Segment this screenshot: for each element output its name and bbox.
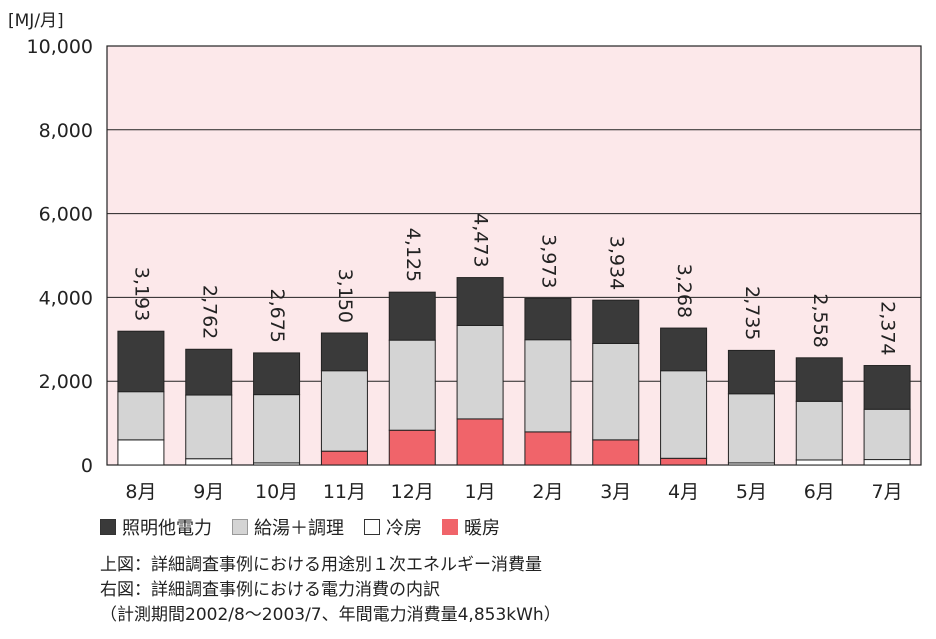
x-tick-label: 3月 (600, 481, 631, 503)
y-tick-label: 8,000 (39, 120, 93, 142)
bar-segment (456, 277, 504, 326)
bar-segment (795, 357, 843, 402)
bar-total-label: 3,193 (130, 267, 152, 321)
legend-swatch-hotwater (232, 519, 248, 535)
bar-total-label: 2,762 (198, 285, 220, 339)
x-tick-label: 2月 (532, 481, 563, 503)
bar-segment (320, 450, 368, 466)
x-tick-label: 1月 (465, 481, 496, 503)
bar-total-label: 2,558 (809, 293, 831, 347)
bar-segment (524, 298, 572, 341)
bar-segment (253, 352, 301, 396)
x-tick-label: 8月 (125, 481, 156, 503)
legend-label-cooling: 冷房 (386, 518, 422, 539)
x-tick-label: 5月 (736, 481, 767, 503)
bar-segment (388, 429, 436, 466)
bar-segment (185, 348, 233, 396)
bar-segment (863, 408, 911, 461)
bar-total-label: 2,374 (877, 301, 899, 355)
bar-segment (388, 291, 436, 341)
caption-line-3: （計測期間2002/8〜2003/7、年間電力消費量4,853kWh） (100, 605, 561, 625)
bar-segment (117, 330, 165, 393)
bar-segment (253, 394, 301, 464)
bar-total-label: 3,150 (334, 269, 356, 323)
bar-segment (863, 459, 911, 466)
bar-segment (660, 457, 708, 466)
legend-label-lighting: 照明他電力 (122, 518, 212, 539)
x-tick-label: 9月 (193, 481, 224, 503)
legend-item-cooling: 冷房 (364, 514, 422, 540)
bar-segment (592, 439, 640, 466)
y-tick-label: 10,000 (27, 36, 93, 58)
bar-segment (660, 327, 708, 372)
legend-label-heating: 暖房 (464, 518, 500, 539)
legend-swatch-heating (442, 519, 458, 535)
bar-segment (592, 299, 640, 344)
legend-label-hotwater: 給湯＋調理 (254, 518, 344, 539)
caption-line-1: 上図：詳細調査事例における用途別１次エネルギー消費量 (100, 555, 542, 575)
y-tick-label: 2,000 (39, 371, 93, 393)
x-tick-label: 6月 (804, 481, 835, 503)
caption-line-2: 右図：詳細調査事例における電力消費の内訳 (100, 580, 440, 600)
legend-swatch-cooling (364, 519, 380, 535)
bar-total-label: 3,934 (605, 236, 627, 290)
bar-segment (388, 339, 436, 431)
bar-total-label: 4,473 (470, 213, 492, 267)
bar-segment (456, 324, 504, 420)
bar-segment (117, 391, 165, 441)
legend-swatch-lighting (100, 519, 116, 535)
x-tick-label: 7月 (872, 481, 903, 503)
bar-segment (795, 400, 843, 461)
y-tick-label: 6,000 (39, 204, 93, 226)
x-tick-label: 4月 (668, 481, 699, 503)
bar-segment (320, 370, 368, 452)
y-unit-label: [MJ/月] (8, 11, 64, 31)
bar-segment (320, 332, 368, 372)
caption-block: 上図：詳細調査事例における用途別１次エネルギー消費量 右図：詳細調査事例における… (100, 553, 561, 628)
bar-segment (185, 458, 233, 466)
bar-segment (592, 342, 640, 441)
legend: 照明他電力 給湯＋調理 冷房 暖房 (100, 514, 500, 540)
bar-total-label: 4,125 (402, 228, 424, 282)
legend-item-hotwater: 給湯＋調理 (232, 514, 344, 540)
x-tick-label: 12月 (391, 481, 434, 503)
bar-total-label: 2,735 (741, 286, 763, 340)
y-tick-label: 0 (81, 455, 93, 477)
legend-item-heating: 暖房 (442, 514, 500, 540)
bar-segment (185, 394, 233, 460)
bar-segment (727, 393, 775, 464)
bar-segment (524, 431, 572, 466)
bar-total-label: 3,268 (673, 264, 695, 318)
bar-segment (117, 439, 165, 466)
bar-total-label: 2,675 (266, 289, 288, 343)
bar-segment (727, 349, 775, 395)
bar-segment (863, 365, 911, 410)
plot-area (106, 45, 922, 466)
bar-segment (524, 339, 572, 433)
y-tick-label: 4,000 (39, 287, 93, 309)
bar-segment (660, 370, 708, 459)
x-tick-label: 11月 (323, 481, 366, 503)
bar-segment (456, 418, 504, 466)
bar-total-label: 3,973 (537, 234, 559, 288)
x-tick-label: 10月 (255, 481, 298, 503)
legend-item-lighting: 照明他電力 (100, 514, 212, 540)
bar-segment (795, 459, 843, 466)
